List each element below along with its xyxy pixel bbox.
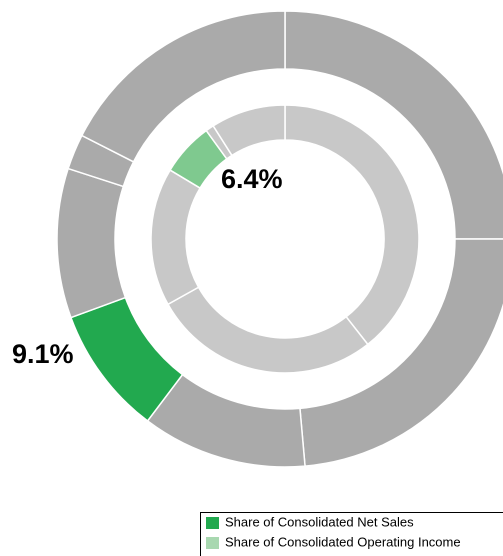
rings: [56, 10, 503, 468]
donut-segment: [56, 167, 127, 319]
legend-swatch: [206, 537, 219, 549]
donut-segment: [150, 169, 202, 306]
net-sales-label: 9.1%: [12, 339, 74, 369]
operating-income-label: 6.4%: [221, 164, 283, 194]
legend-label: Share of Consolidated Operating Income: [225, 534, 461, 549]
donut-segment: [212, 104, 286, 157]
legend-box: [200, 512, 503, 556]
donut-segment: [284, 104, 420, 346]
donut-segment: [284, 10, 503, 240]
donut-segment: [166, 286, 369, 374]
legend-label: Share of Consolidated Net Sales: [225, 514, 414, 529]
legend-swatch: [206, 517, 219, 529]
donut-segment: [80, 10, 286, 163]
